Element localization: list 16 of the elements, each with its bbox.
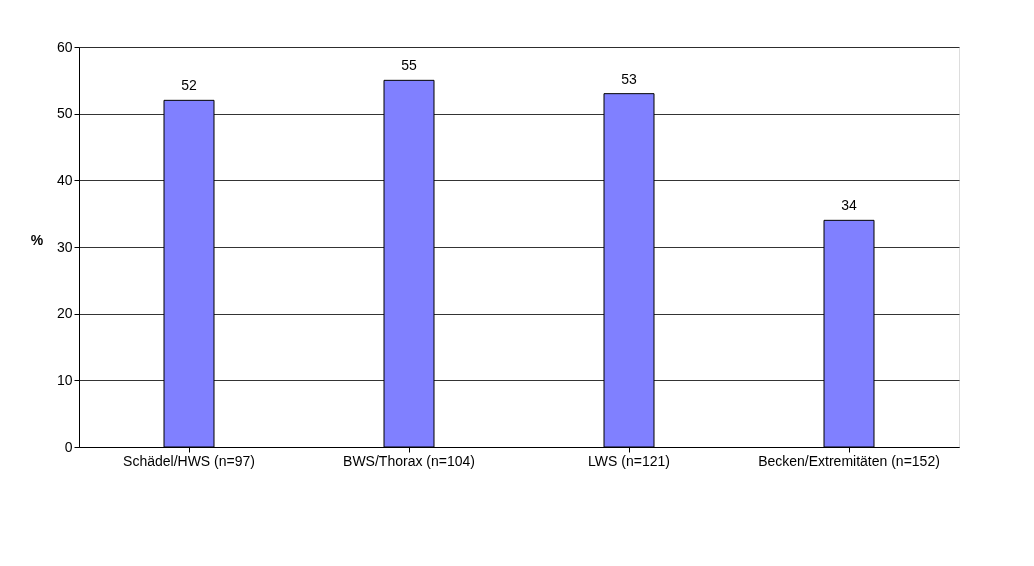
data-label: 55 xyxy=(401,57,417,74)
data-label: 34 xyxy=(841,197,857,214)
y-axis-title: % xyxy=(30,231,44,248)
y-tick-label: 30 xyxy=(56,238,73,255)
x-tick-label: Becken/Extremitäten (n=152) xyxy=(758,452,940,469)
x-tick-label: Schädel/HWS (n=97) xyxy=(123,452,255,469)
data-label: 53 xyxy=(621,70,637,87)
x-tick-label: LWS (n=121) xyxy=(588,452,670,469)
data-label: 52 xyxy=(181,77,197,94)
y-tick-label: 10 xyxy=(56,371,73,388)
y-tick-label: 60 xyxy=(56,38,73,55)
y-tick-label: 20 xyxy=(56,305,73,322)
y-tick-label: 40 xyxy=(56,171,73,188)
y-tick-label: 50 xyxy=(56,105,73,122)
x-tick-label: BWS/Thorax (n=104) xyxy=(343,452,475,469)
y-tick-label: 0 xyxy=(64,438,73,455)
